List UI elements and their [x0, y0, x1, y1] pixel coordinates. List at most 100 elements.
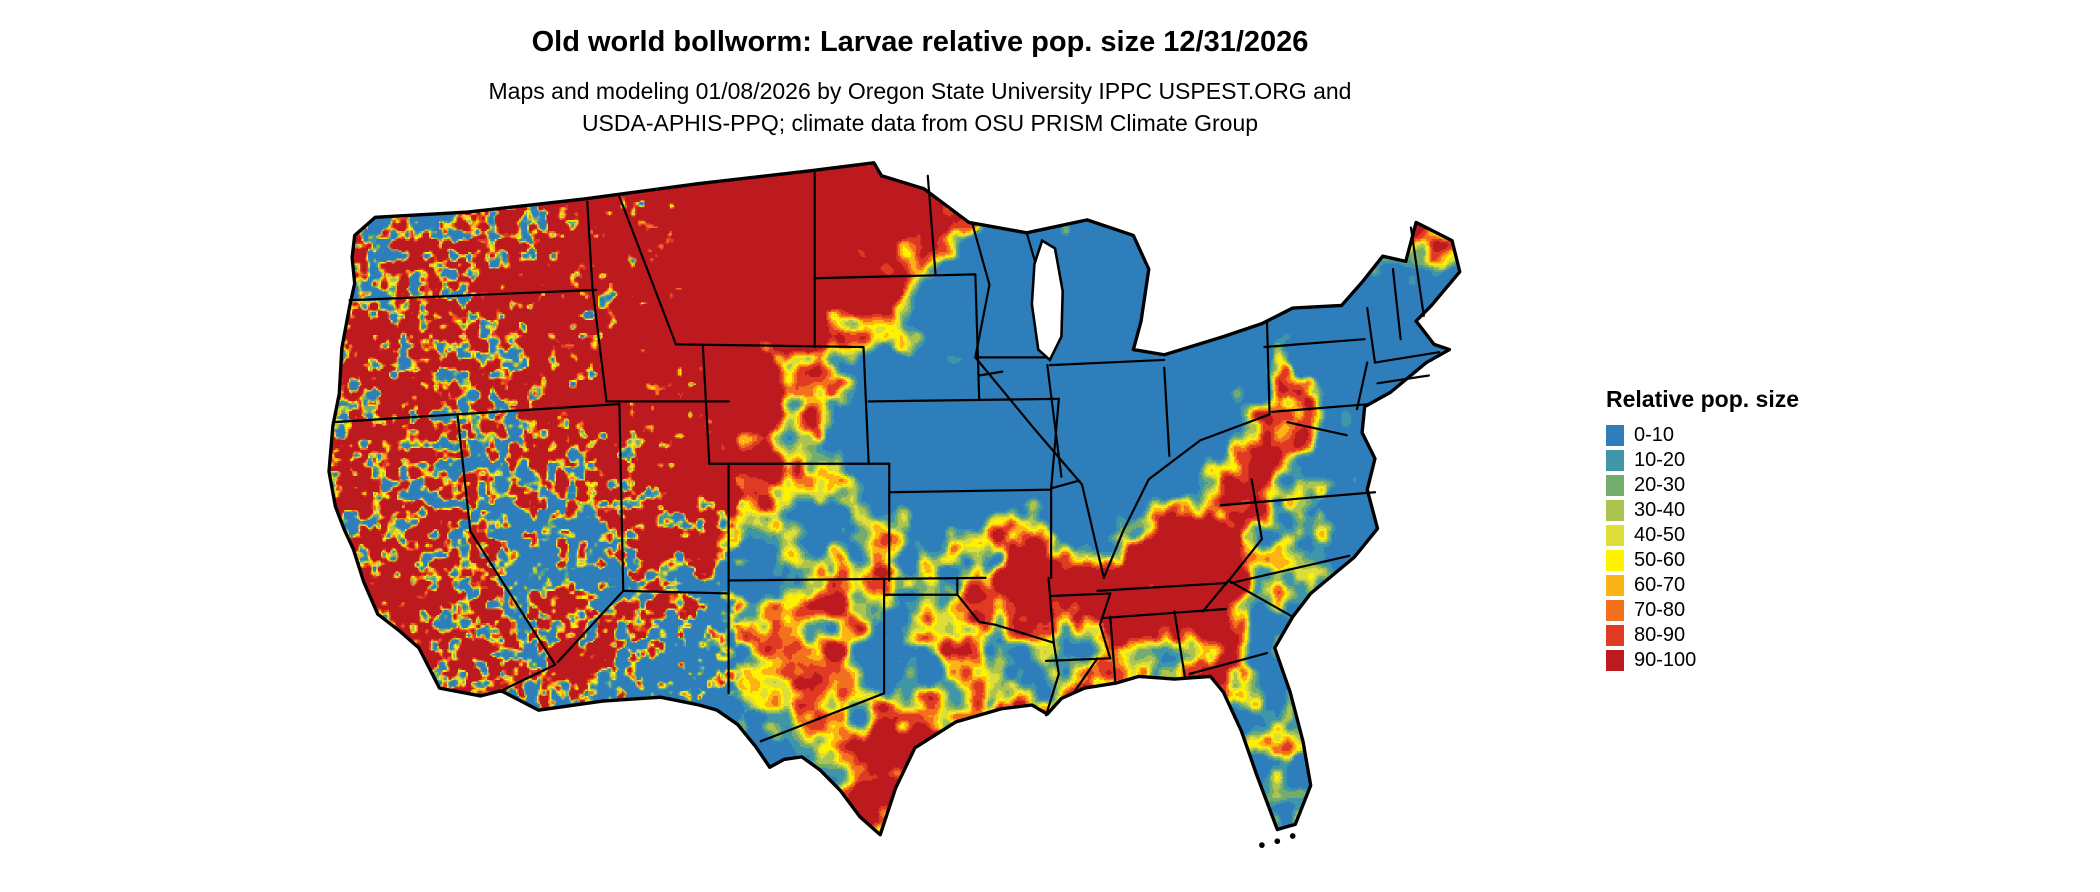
legend-item: 80-90 [1606, 623, 1799, 648]
legend-swatch [1606, 575, 1624, 596]
state-border-line [1263, 338, 1366, 349]
state-border-line [1355, 361, 1369, 411]
state-border-line [701, 345, 711, 465]
legend-label: 0-10 [1634, 424, 1675, 446]
state-border-line [586, 200, 594, 289]
legend-swatch [1606, 525, 1624, 546]
state-border-line [978, 370, 1004, 377]
florida-keys-dot [1274, 838, 1281, 845]
florida-keys-dot [1259, 842, 1265, 848]
state-border-line [1163, 366, 1171, 458]
state-border-line [727, 576, 987, 582]
state-border-line [1265, 321, 1271, 416]
florida-keys-dot [1289, 833, 1296, 839]
state-border-line [1025, 231, 1037, 266]
state-border-line [331, 402, 621, 424]
map-subtitle-line2: USDA-APHIS-PPQ; climate data from OSU PR… [581, 110, 1259, 136]
state-border-line [1102, 413, 1271, 579]
state-border-line [1050, 397, 1060, 490]
state-border-line [862, 345, 870, 465]
legend-label: 60-70 [1634, 574, 1686, 596]
state-border-line [1219, 491, 1377, 507]
state-border-line [1073, 657, 1099, 694]
state-border-line [1188, 652, 1269, 675]
state-border-line [1409, 226, 1425, 317]
legend-item: 90-100 [1606, 648, 1799, 673]
legend-item: 40-50 [1606, 523, 1799, 548]
state-border-line [1286, 421, 1348, 437]
state-border-line [1229, 554, 1351, 585]
state-border-line [1250, 478, 1263, 541]
legend-label: 80-90 [1634, 624, 1686, 646]
legend-item: 50-60 [1606, 548, 1799, 573]
legend-swatch [1606, 625, 1624, 646]
state-border-line [1201, 579, 1230, 613]
state-border-line [1271, 402, 1371, 413]
legend: Relative pop. size 0-10 10-20 20-30 30-40 40… [1606, 386, 1799, 673]
state-border-line [974, 273, 981, 400]
legend-swatch [1606, 650, 1624, 671]
state-border-line [1373, 351, 1441, 364]
state-border-line [813, 273, 977, 280]
state-border-line [1046, 364, 1063, 478]
legend-item: 60-70 [1606, 573, 1799, 598]
state-border-line [1050, 479, 1081, 490]
legend-swatch [1606, 425, 1624, 446]
state-border-line [1050, 592, 1112, 598]
legend-label: 20-30 [1634, 474, 1686, 496]
legend-swatch [1606, 475, 1624, 496]
state-border-line [1101, 607, 1227, 620]
state-border-line [348, 288, 598, 302]
state-border-line [1047, 576, 1055, 644]
state-border-line [1048, 358, 1166, 367]
state-border-line [888, 488, 1053, 494]
legend-item: 20-30 [1606, 473, 1799, 498]
state-border-line [556, 589, 625, 664]
legend-swatch [1606, 550, 1624, 571]
us-map [275, 155, 1560, 884]
state-border-line [1109, 615, 1117, 685]
legend-item: 10-20 [1606, 448, 1799, 473]
state-border-line [956, 593, 1055, 644]
legend-swatch [1606, 500, 1624, 521]
state-border-line [1044, 657, 1112, 662]
state-border-line [1376, 374, 1431, 385]
state-border-line [1098, 592, 1112, 660]
state-border-line [867, 397, 1060, 403]
state-border-line [591, 286, 608, 403]
state-border-line [971, 223, 991, 359]
state-border-line [1044, 641, 1060, 717]
map-header: Old world bollworm: Larvae relative pop.… [0, 0, 1840, 139]
state-border-line [974, 356, 1105, 579]
state-border-line [622, 589, 730, 595]
legend-label: 70-80 [1634, 599, 1686, 621]
state-border-line [759, 692, 886, 743]
legend-label: 50-60 [1634, 549, 1686, 571]
state-border-line [618, 402, 625, 592]
legend-title: Relative pop. size [1606, 386, 1800, 412]
state-border-line [1224, 537, 1263, 586]
state-border-line [1227, 579, 1294, 618]
state-border-line [1366, 306, 1377, 364]
legend-item: 70-80 [1606, 598, 1799, 623]
legend-swatch [1606, 600, 1624, 621]
legend-items: 0-10 10-20 20-30 30-40 40-50 50-60 60-70 70-80 8… [1606, 423, 1799, 673]
legend-swatch [1606, 450, 1624, 471]
legend-item: 30-40 [1606, 498, 1799, 523]
us-outline [327, 161, 1462, 837]
lake-michigan [1030, 238, 1064, 363]
state-borders-overlay [327, 161, 1462, 848]
map-subtitle-line1: Maps and modeling 01/08/2026 by Oregon S… [488, 78, 1352, 104]
state-border-line [674, 343, 865, 349]
state-border-line [456, 413, 557, 692]
state-border-line [618, 195, 678, 346]
state-border-line [1391, 268, 1402, 341]
state-border-line [1096, 581, 1227, 592]
map-title: Old world bollworm: Larvae relative pop.… [531, 26, 1309, 58]
legend-label: 90-100 [1634, 649, 1697, 671]
legend-label: 30-40 [1634, 499, 1686, 521]
legend-label: 10-20 [1634, 449, 1686, 471]
legend-label: 40-50 [1634, 524, 1686, 546]
legend-item: 0-10 [1606, 423, 1799, 448]
